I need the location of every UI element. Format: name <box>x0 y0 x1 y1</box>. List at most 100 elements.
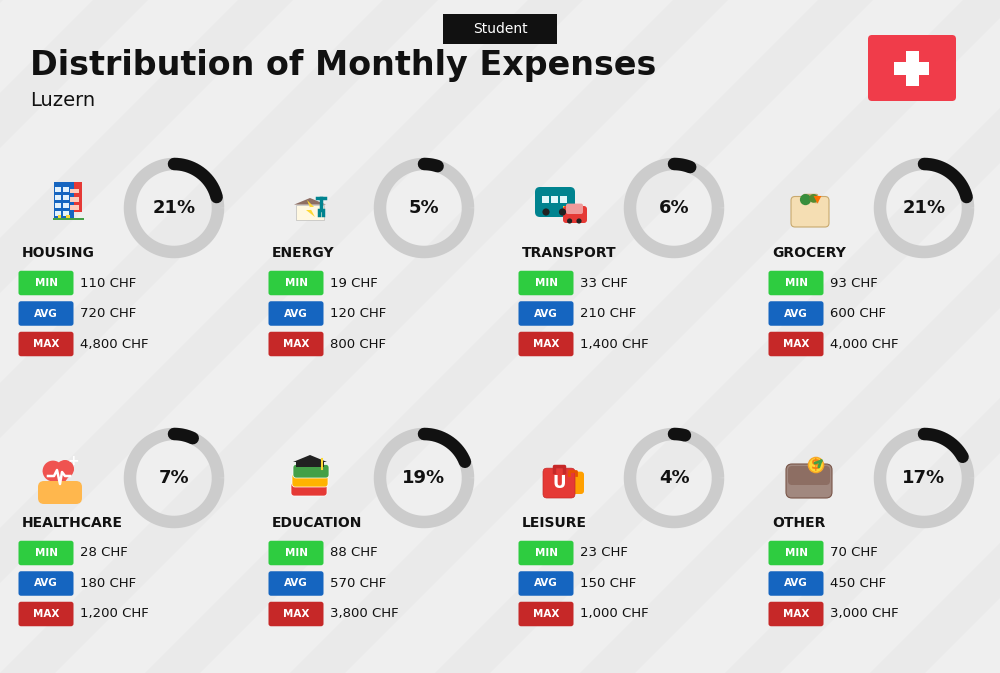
FancyBboxPatch shape <box>293 464 329 478</box>
FancyBboxPatch shape <box>906 50 918 85</box>
Text: 450 CHF: 450 CHF <box>830 577 886 590</box>
Text: MAX: MAX <box>533 609 559 619</box>
FancyBboxPatch shape <box>58 215 61 219</box>
Text: ENERGY: ENERGY <box>272 246 335 260</box>
Text: MAX: MAX <box>33 609 59 619</box>
Text: $: $ <box>811 458 821 472</box>
Circle shape <box>808 458 824 472</box>
Text: 5%: 5% <box>409 199 439 217</box>
Text: TRANSPORT: TRANSPORT <box>522 246 617 260</box>
FancyBboxPatch shape <box>54 182 74 218</box>
Text: MIN: MIN <box>534 548 558 558</box>
FancyBboxPatch shape <box>894 61 929 75</box>
FancyBboxPatch shape <box>268 332 324 356</box>
Text: 180 CHF: 180 CHF <box>80 577 136 590</box>
Text: 570 CHF: 570 CHF <box>330 577 386 590</box>
Circle shape <box>43 460 63 481</box>
Polygon shape <box>145 0 873 673</box>
FancyBboxPatch shape <box>788 466 830 485</box>
FancyBboxPatch shape <box>292 473 328 487</box>
FancyBboxPatch shape <box>768 540 824 565</box>
FancyBboxPatch shape <box>563 206 587 223</box>
Text: +: + <box>67 454 79 468</box>
Text: MIN: MIN <box>34 548 58 558</box>
Text: 3,800 CHF: 3,800 CHF <box>330 608 399 621</box>
Text: 120 CHF: 120 CHF <box>330 307 386 320</box>
Circle shape <box>809 194 818 203</box>
FancyBboxPatch shape <box>868 35 956 101</box>
FancyBboxPatch shape <box>518 540 574 565</box>
Text: 4,800 CHF: 4,800 CHF <box>80 337 148 351</box>
Text: AVG: AVG <box>784 308 808 318</box>
Text: 3,000 CHF: 3,000 CHF <box>830 608 899 621</box>
FancyBboxPatch shape <box>18 271 74 295</box>
Text: 88 CHF: 88 CHF <box>330 546 378 559</box>
Text: GROCERY: GROCERY <box>772 246 846 260</box>
FancyBboxPatch shape <box>768 602 824 627</box>
Text: 17%: 17% <box>902 469 946 487</box>
FancyBboxPatch shape <box>18 332 74 356</box>
Circle shape <box>56 460 74 478</box>
FancyBboxPatch shape <box>768 332 824 356</box>
FancyBboxPatch shape <box>63 203 69 208</box>
FancyBboxPatch shape <box>70 188 79 193</box>
Text: 1,000 CHF: 1,000 CHF <box>580 608 649 621</box>
Circle shape <box>576 219 582 223</box>
FancyBboxPatch shape <box>18 602 74 627</box>
FancyBboxPatch shape <box>55 203 61 208</box>
Circle shape <box>567 219 572 223</box>
FancyBboxPatch shape <box>53 218 84 220</box>
FancyBboxPatch shape <box>560 196 567 203</box>
Text: AVG: AVG <box>284 308 308 318</box>
Text: MAX: MAX <box>783 609 809 619</box>
Text: MAX: MAX <box>783 339 809 349</box>
FancyBboxPatch shape <box>791 197 829 227</box>
FancyBboxPatch shape <box>268 602 324 627</box>
Text: 70 CHF: 70 CHF <box>830 546 878 559</box>
Polygon shape <box>306 200 315 217</box>
FancyBboxPatch shape <box>518 602 574 627</box>
FancyBboxPatch shape <box>70 197 79 202</box>
Polygon shape <box>294 198 326 205</box>
Text: 28 CHF: 28 CHF <box>80 546 128 559</box>
Text: MIN: MIN <box>34 278 58 288</box>
Text: 4,000 CHF: 4,000 CHF <box>830 337 899 351</box>
FancyBboxPatch shape <box>566 204 583 214</box>
Text: 7%: 7% <box>159 469 189 487</box>
FancyBboxPatch shape <box>518 302 574 326</box>
FancyBboxPatch shape <box>268 540 324 565</box>
FancyBboxPatch shape <box>442 14 557 44</box>
Text: 1,200 CHF: 1,200 CHF <box>80 608 149 621</box>
FancyBboxPatch shape <box>18 540 74 565</box>
Text: 93 CHF: 93 CHF <box>830 277 878 289</box>
Text: 150 CHF: 150 CHF <box>580 577 636 590</box>
Polygon shape <box>0 0 293 673</box>
Text: HOUSING: HOUSING <box>22 246 95 260</box>
Circle shape <box>559 209 566 215</box>
Text: Distribution of Monthly Expenses: Distribution of Monthly Expenses <box>30 48 656 81</box>
FancyBboxPatch shape <box>768 571 824 596</box>
FancyBboxPatch shape <box>55 211 61 216</box>
FancyBboxPatch shape <box>543 468 575 498</box>
Text: MIN: MIN <box>285 278 308 288</box>
Text: 23 CHF: 23 CHF <box>580 546 628 559</box>
Text: MAX: MAX <box>33 339 59 349</box>
Circle shape <box>542 209 550 215</box>
Circle shape <box>800 194 811 205</box>
Text: 21%: 21% <box>902 199 946 217</box>
Polygon shape <box>0 0 3 673</box>
Text: MIN: MIN <box>534 278 558 288</box>
FancyBboxPatch shape <box>768 302 824 326</box>
Text: U: U <box>552 474 566 493</box>
FancyBboxPatch shape <box>291 483 327 496</box>
Polygon shape <box>0 0 728 673</box>
Text: OTHER: OTHER <box>772 516 825 530</box>
FancyBboxPatch shape <box>63 195 69 200</box>
Text: 1,400 CHF: 1,400 CHF <box>580 337 649 351</box>
Text: 110 CHF: 110 CHF <box>80 277 136 289</box>
Text: 33 CHF: 33 CHF <box>580 277 628 289</box>
Polygon shape <box>0 0 583 673</box>
Polygon shape <box>725 0 1000 673</box>
FancyBboxPatch shape <box>70 205 79 210</box>
Text: MAX: MAX <box>283 609 309 619</box>
